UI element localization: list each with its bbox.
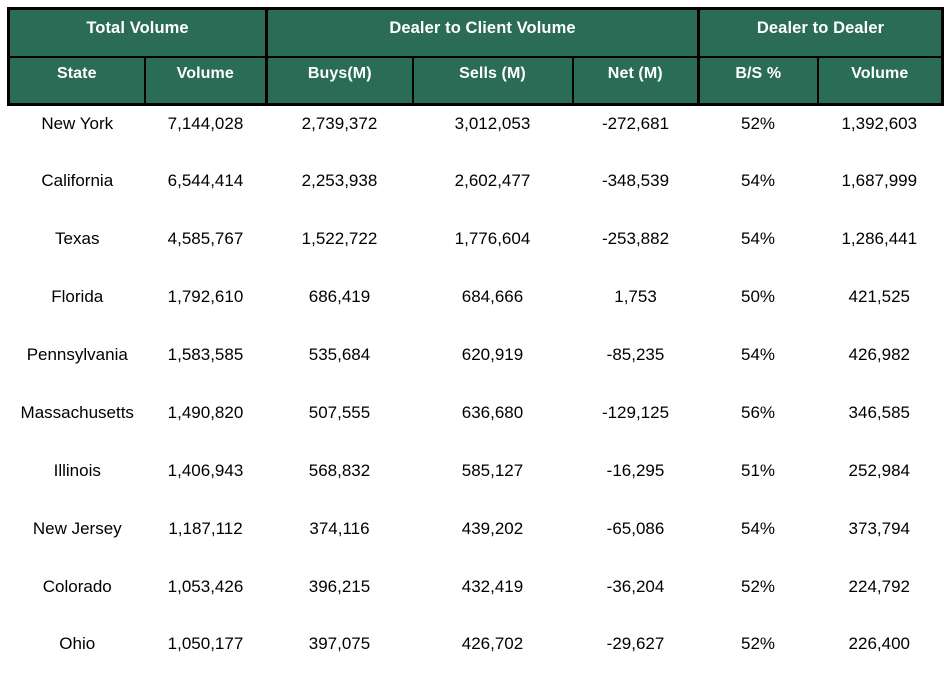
table-row: Pennsylvania 1,583,585 535,684 620,919 -85,2…	[9, 337, 943, 395]
cell-total-volume: 1,490,820	[167, 403, 244, 422]
cell-total-volume: 1,792,610	[167, 287, 244, 306]
cell-bs-pct: 51%	[741, 461, 776, 480]
cell-d2d-volume: 252,984	[848, 461, 910, 480]
state-volume-report: Total Volume Dealer to Client Volume Dea…	[7, 7, 945, 686]
cell-buys-m: 1,522,722	[301, 229, 378, 248]
cell-bs-pct: 52%	[741, 634, 776, 654]
table-row: Florida 1,792,610 686,419 684,666 1,753 50% 42…	[9, 279, 943, 337]
cell-total-volume: 1,050,177	[167, 634, 244, 654]
table-row: Ohio 1,050,177 397,075 426,702 -29,627 52% 226…	[9, 627, 943, 685]
cell-buys-m: 396,215	[308, 577, 371, 596]
cell-sells-m: 636,680	[461, 403, 524, 422]
cell-state: California	[41, 171, 114, 190]
cell-bs-pct: 54%	[741, 229, 776, 248]
cell-state: Massachusetts	[20, 403, 134, 422]
cell-buys-m: 535,684	[308, 345, 371, 364]
cell-d2d-volume: 1,392,603	[841, 113, 918, 133]
cell-net-m: -348,539	[601, 171, 670, 190]
cell-sells-m: 432,419	[461, 577, 524, 596]
cell-total-volume: 7,144,028	[167, 113, 244, 133]
table-row: Texas 4,585,767 1,522,722 1,776,604 -253,882…	[9, 221, 943, 279]
cell-state: New York	[41, 113, 114, 133]
cell-bs-pct: 52%	[741, 113, 776, 133]
cell-total-volume: 1,053,426	[167, 577, 244, 596]
cell-net-m: -29,627	[606, 634, 665, 654]
cell-net-m: -65,086	[606, 519, 665, 538]
group-header-total-volume: Total Volume	[7, 7, 268, 58]
cell-bs-pct: 54%	[741, 171, 776, 190]
table-row: Colorado 1,053,426 396,215 432,419 -36,204 52…	[9, 569, 943, 627]
col-header-state: State	[7, 55, 146, 106]
cell-state: Pennsylvania	[26, 345, 128, 364]
cell-d2d-volume: 346,585	[848, 403, 910, 422]
cell-net-m: -129,125	[601, 403, 670, 422]
cell-state: New Jersey	[32, 519, 122, 538]
table-body: New York 7,144,028 2,739,372 3,012,053 -272,…	[9, 105, 943, 685]
group-header-dealer-to-dealer: Dealer to Dealer	[697, 7, 945, 58]
cell-total-volume: 1,406,943	[167, 461, 244, 480]
table-row: Illinois 1,406,943 568,832 585,127 -16,295 51…	[9, 453, 943, 511]
table-row: New Jersey 1,187,112 374,116 439,202 -65,086…	[9, 511, 943, 569]
cell-bs-pct: 54%	[741, 519, 776, 538]
col-header-d2d-volume: Volume	[816, 55, 945, 106]
cell-sells-m: 585,127	[461, 461, 524, 480]
cell-buys-m: 2,739,372	[301, 113, 378, 133]
cell-total-volume: 1,583,585	[167, 345, 244, 364]
col-header-buys-m: Buys(M)	[265, 55, 414, 106]
cell-buys-m: 568,832	[308, 461, 371, 480]
cell-total-volume: 1,187,112	[168, 519, 243, 538]
cell-sells-m: 620,919	[461, 345, 524, 364]
cell-d2d-volume: 1,286,441	[841, 229, 918, 248]
cell-buys-m: 2,253,938	[301, 171, 378, 190]
cell-sells-m: 2,602,477	[454, 171, 531, 190]
cell-bs-pct: 50%	[741, 287, 776, 306]
cell-net-m: -272,681	[601, 113, 670, 133]
cell-net-m: -85,235	[606, 345, 665, 364]
cell-state: Texas	[55, 229, 100, 248]
cell-d2d-volume: 226,400	[848, 634, 910, 654]
group-header-dealer-to-client-volume: Dealer to Client Volume	[264, 7, 700, 58]
cell-d2d-volume: 373,794	[848, 519, 910, 538]
group-header-row: Total Volume Dealer to Client Volume Dea…	[7, 7, 945, 58]
column-header-row: State Volume Buys(M) Sells (M) Net (M) B…	[7, 55, 945, 106]
cell-state: Illinois	[53, 461, 101, 480]
cell-d2d-volume: 224,792	[848, 577, 910, 596]
state-volume-table: Total Volume Dealer to Client Volume Dea…	[7, 7, 945, 686]
cell-sells-m: 439,202	[461, 519, 524, 538]
cell-state: Colorado	[42, 577, 112, 596]
col-header-bs-pct: B/S %	[697, 55, 819, 106]
cell-sells-m: 1,776,604	[454, 229, 531, 248]
cell-total-volume: 6,544,414	[167, 171, 244, 190]
cell-sells-m: 684,666	[461, 287, 524, 306]
cell-buys-m: 507,555	[308, 403, 371, 422]
cell-sells-m: 3,012,053	[454, 113, 531, 133]
cell-net-m: -36,204	[606, 577, 665, 596]
cell-d2d-volume: 421,525	[848, 287, 910, 306]
cell-bs-pct: 52%	[741, 577, 776, 596]
cell-net-m: -16,295	[606, 461, 665, 480]
table-row: Massachusetts 1,490,820 507,555 636,680 -129…	[9, 395, 943, 453]
cell-bs-pct: 56%	[741, 403, 776, 422]
cell-buys-m: 374,116	[309, 519, 370, 538]
cell-bs-pct: 54%	[741, 345, 776, 364]
cell-buys-m: 686,419	[308, 287, 371, 306]
col-header-net-m: Net (M)	[571, 55, 700, 106]
table-header: Total Volume Dealer to Client Volume Dea…	[7, 7, 945, 106]
cell-total-volume: 4,585,767	[167, 229, 244, 248]
cell-d2d-volume: 426,982	[848, 345, 910, 364]
cell-state: Florida	[51, 287, 104, 306]
cell-net-m: 1,753	[614, 287, 657, 306]
cell-buys-m: 397,075	[308, 634, 371, 654]
cell-net-m: -253,882	[601, 229, 670, 248]
cell-sells-m: 426,702	[461, 634, 524, 654]
table-row: New York 7,144,028 2,739,372 3,012,053 -272,…	[9, 105, 943, 163]
cell-state: Ohio	[59, 634, 96, 654]
col-header-total-volume: Volume	[143, 55, 268, 106]
cell-d2d-volume: 1,687,999	[841, 171, 918, 190]
table-row: California 6,544,414 2,253,938 2,602,477 -34…	[9, 163, 943, 221]
col-header-sells-m: Sells (M)	[411, 55, 574, 106]
